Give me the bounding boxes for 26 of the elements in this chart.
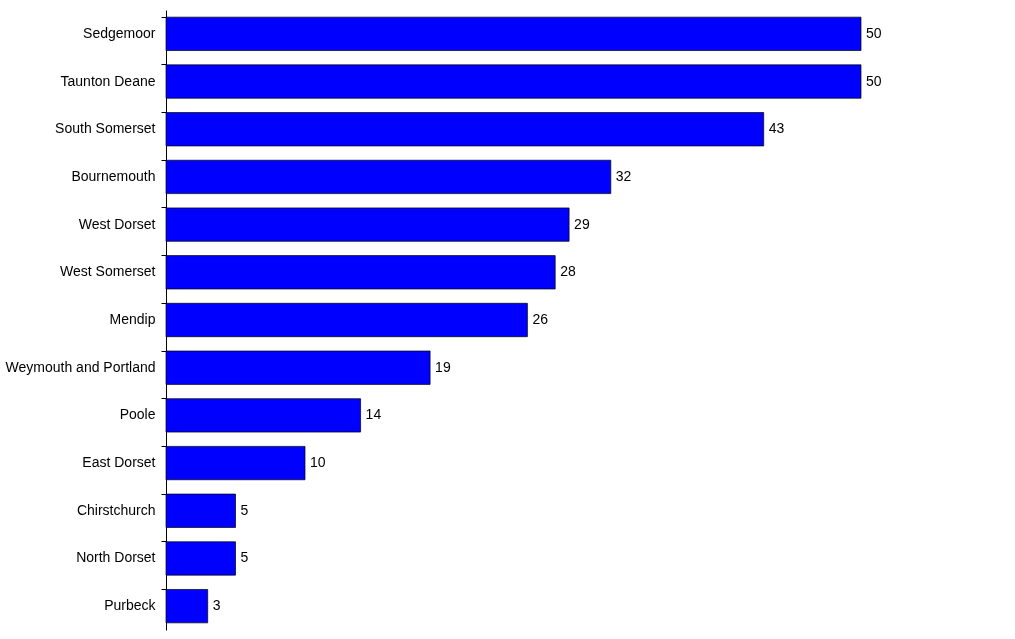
- y-tick-label: West Dorset: [78, 215, 156, 232]
- data-label: 14: [365, 406, 382, 423]
- y-tick-label: Mendip: [109, 311, 156, 327]
- data-label: 43: [768, 120, 785, 137]
- y-tick-label: Chirstchurch: [76, 501, 156, 518]
- data-label: 5: [240, 549, 249, 566]
- y-tick-label: Weymouth and Portland: [5, 358, 156, 375]
- y-tick-label: Taunton Deane: [60, 72, 156, 89]
- y-tick-label: Sedgemoor: [83, 24, 156, 41]
- y-tick-label: East Dorset: [82, 454, 156, 471]
- y-tick-label: North Dorset: [76, 549, 156, 566]
- data-label: 28: [560, 263, 576, 280]
- y-tick-label: Purbeck: [104, 597, 157, 614]
- y-tick-label: Bournemouth: [71, 167, 156, 184]
- data-label: 50: [866, 24, 882, 41]
- y-tick-label: Poole: [119, 406, 156, 423]
- data-label: 19: [435, 358, 451, 375]
- data-label: 26: [532, 311, 549, 327]
- data-label: 5: [240, 501, 249, 518]
- y-tick-label: South Somerset: [55, 120, 156, 137]
- data-label: 10: [310, 454, 326, 471]
- data-label: 3: [212, 597, 221, 614]
- y-tick-label: West Somerset: [60, 263, 156, 280]
- data-label: 50: [866, 72, 882, 89]
- data-label: 32: [615, 167, 632, 184]
- data-label: 29: [574, 215, 590, 232]
